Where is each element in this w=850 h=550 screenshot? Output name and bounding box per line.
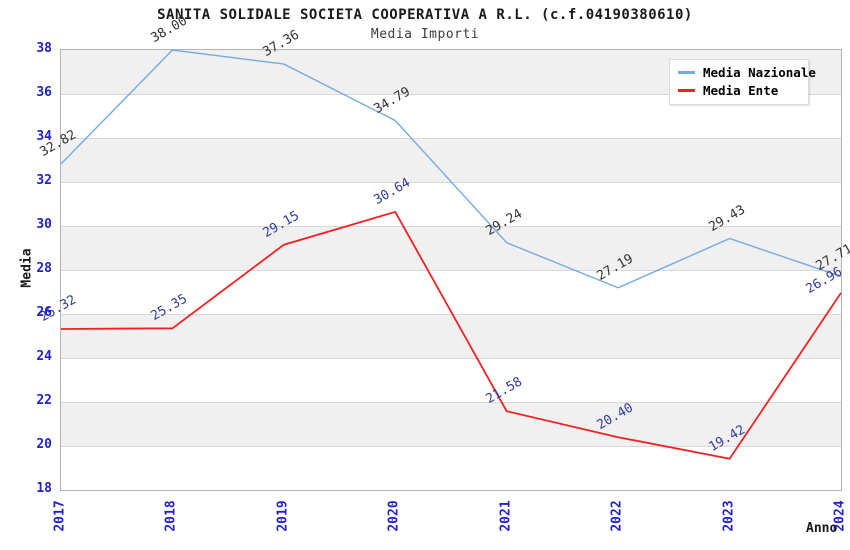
series-line-media-ente (60, 210, 842, 460)
legend-item-media-nazionale: Media Nazionale (678, 65, 816, 80)
chart-subtitle: Media Importi (370, 27, 480, 42)
legend: Media Nazionale Media Ente (669, 59, 816, 105)
gridline (61, 137, 841, 139)
legend-line-icon-red (678, 89, 695, 92)
gridline (61, 225, 841, 227)
series-line-media-nazionale (60, 49, 842, 289)
x-axis-title: Anno (806, 521, 838, 536)
x-tick-label: 2018 (163, 500, 179, 532)
plot-area: 32.82 38.00 37.36 34.79 29.24 27.19 29.43 27.71… (38, 13, 850, 491)
gridline (61, 401, 841, 403)
y-tick-label: 38 (36, 41, 52, 56)
x-tick-label: 2022 (609, 500, 625, 532)
grid-band (61, 226, 841, 270)
y-axis-title: Media (19, 248, 35, 288)
y-tick-label: 26 (36, 305, 52, 320)
y-tick-label: 22 (36, 393, 52, 408)
y-tick-label: 28 (36, 261, 52, 276)
gridline (61, 93, 841, 95)
gridline (61, 313, 841, 315)
x-tick-label: 2017 (52, 500, 68, 532)
x-tick-label: 2019 (275, 500, 291, 532)
y-tick-label: 30 (36, 217, 52, 232)
gridline (61, 357, 841, 359)
x-tick-label: 2023 (721, 500, 737, 532)
y-tick-label: 20 (36, 437, 52, 452)
gridline (61, 445, 841, 447)
x-tick-label: 2021 (498, 500, 514, 532)
legend-label-media-nazionale: Media Nazionale (703, 65, 816, 80)
legend-line-icon-blue (678, 71, 695, 74)
y-tick-label: 24 (36, 349, 52, 364)
grid-band (61, 138, 841, 182)
y-tick-label: 36 (36, 85, 52, 100)
legend-item-media-ente: Media Ente (678, 83, 800, 98)
gridline (61, 269, 841, 271)
grid-band (61, 402, 841, 446)
grid-band (61, 314, 841, 358)
chart-title: SANITA SOLIDALE SOCIETA COOPERATIVA A R.… (157, 7, 693, 23)
legend-label-media-ente: Media Ente (703, 83, 779, 98)
y-tick-label: 34 (36, 129, 52, 144)
y-tick-label: 18 (36, 481, 52, 496)
x-tick-label: 2020 (386, 500, 402, 532)
y-tick-label: 32 (36, 173, 52, 188)
series-lines (60, 49, 842, 460)
